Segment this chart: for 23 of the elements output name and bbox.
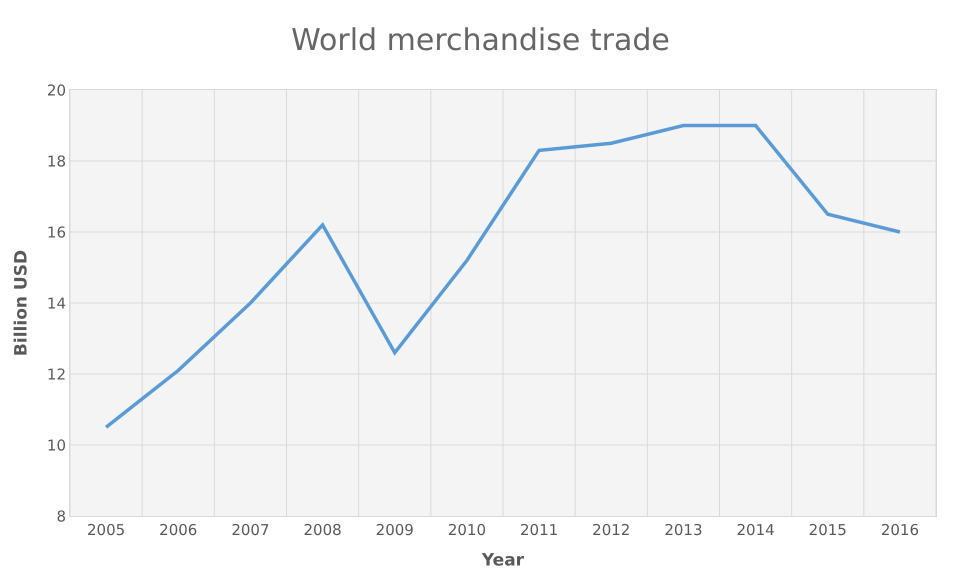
y-tick-label: 16	[46, 223, 66, 242]
y-tick-label: 20	[46, 81, 66, 100]
x-tick-label: 2008	[303, 521, 342, 539]
x-tick-label: 2005	[86, 521, 126, 539]
x-tick-label: 2007	[231, 521, 270, 539]
x-tick-label: 2014	[736, 521, 775, 539]
y-axis-title: Billion USD	[11, 250, 32, 356]
x-tick-label: 2012	[592, 521, 630, 539]
y-tick-label: 8	[56, 507, 66, 526]
y-tick-label: 18	[46, 152, 66, 170]
x-tick-label: 2011	[520, 521, 558, 539]
line-series	[104, 124, 902, 429]
x-axis-title: Year	[480, 550, 525, 570]
y-tick-label: 10	[46, 436, 66, 454]
x-tick-label: 2013	[664, 521, 703, 539]
x-tick-label: 2016	[880, 521, 920, 539]
x-tick-label: 2006	[159, 521, 198, 539]
chart-title: World merchandise trade	[291, 22, 670, 58]
y-tick-label: 12	[46, 365, 66, 384]
x-tick-label: 2015	[808, 521, 847, 539]
x-tick-label: 2010	[448, 521, 486, 539]
x-tick-label: 2009	[376, 521, 414, 539]
y-tick-label: 14	[46, 294, 66, 312]
